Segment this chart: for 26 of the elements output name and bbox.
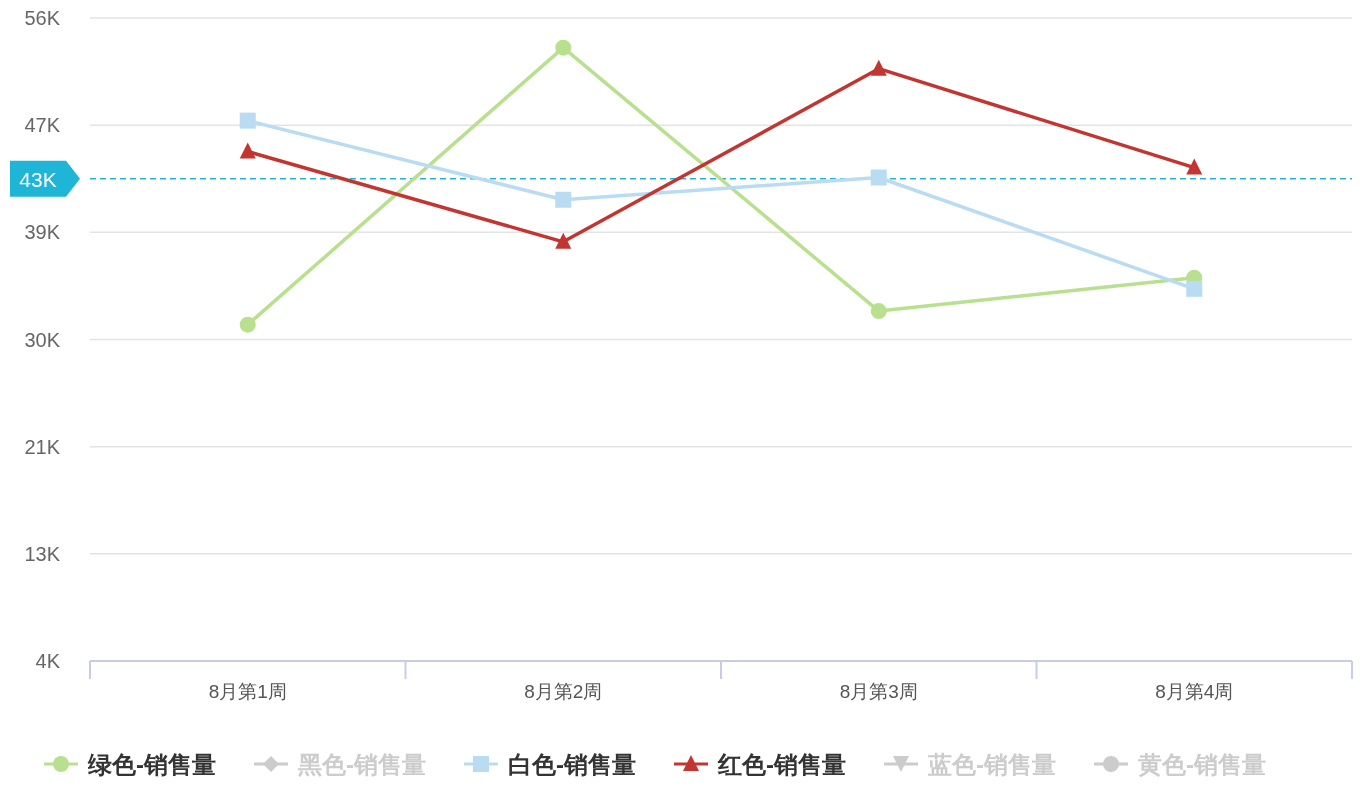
- point: [870, 59, 887, 76]
- point: [870, 303, 887, 320]
- y-tick-label: 21K: [24, 435, 61, 458]
- point: [1186, 280, 1203, 297]
- point: [1186, 158, 1203, 175]
- x-tick-label: 8月第4周: [1155, 681, 1234, 702]
- y-tick-label: 4K: [35, 650, 61, 672]
- y-tick-label: 13K: [24, 542, 61, 565]
- legend-label: 绿色-销售量: [87, 751, 216, 778]
- point: [870, 169, 887, 186]
- legend-label: 红色-销售量: [717, 751, 846, 778]
- x-tick-label: 8月第1周: [208, 681, 287, 702]
- point: [555, 191, 572, 208]
- ref-line-label: 43K: [19, 167, 57, 191]
- y-tick-label: 30K: [24, 328, 61, 351]
- y-tick-label: 56K: [24, 7, 61, 29]
- x-tick-label: 8月第3周: [839, 681, 918, 702]
- point: [239, 112, 256, 129]
- point: [555, 39, 572, 56]
- y-tick-label: 39K: [24, 221, 61, 244]
- point: [239, 142, 256, 159]
- x-tick-label: 8月第2周: [524, 681, 603, 702]
- y-tick-label: 47K: [24, 114, 61, 137]
- point: [555, 232, 572, 249]
- point: [239, 316, 256, 333]
- legend-label: 白色-销售量: [508, 751, 636, 778]
